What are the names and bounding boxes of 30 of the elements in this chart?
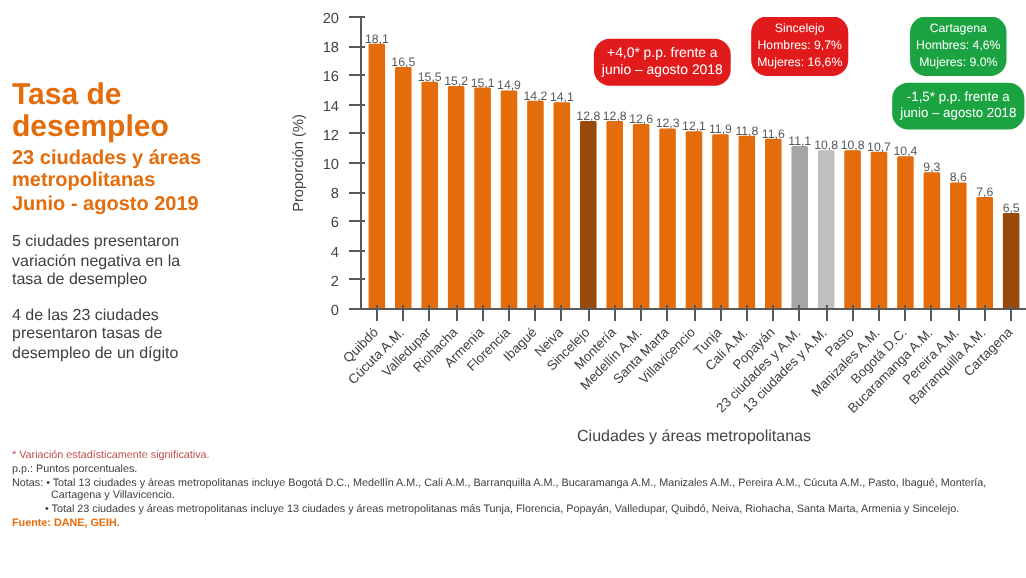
text: Tasa de desempleo xyxy=(12,78,171,144)
bar xyxy=(738,135,756,309)
text: 23 ciudades y áreas metropolitanas Junio - agosto 2019 xyxy=(12,147,204,216)
bar xyxy=(950,182,967,309)
bar xyxy=(844,150,861,309)
text: 4 de las 23 ciudades presentaron tasas de desempleo de un dígito xyxy=(12,305,181,364)
x-axis-title: Ciudades y áreas metropolitanas xyxy=(577,427,811,446)
bar xyxy=(1002,213,1020,309)
bar xyxy=(765,138,782,309)
bar xyxy=(632,124,650,309)
bar xyxy=(421,81,438,309)
bar xyxy=(527,100,544,309)
bar xyxy=(368,43,386,309)
bar xyxy=(791,145,808,309)
bar xyxy=(976,197,993,309)
bar xyxy=(500,90,518,309)
bar xyxy=(897,156,914,309)
bar xyxy=(395,67,412,309)
bar xyxy=(659,128,676,309)
bar xyxy=(447,86,465,309)
bar xyxy=(685,131,703,309)
text: 5 ciudades presentaron variación negativa en la tasa de desempleo xyxy=(12,232,183,290)
bar xyxy=(580,121,597,309)
bar xyxy=(817,150,835,309)
bar xyxy=(870,151,888,309)
bar xyxy=(923,172,941,309)
bar xyxy=(712,134,729,309)
bar xyxy=(553,102,571,309)
bar xyxy=(474,87,491,309)
bar xyxy=(606,121,623,309)
